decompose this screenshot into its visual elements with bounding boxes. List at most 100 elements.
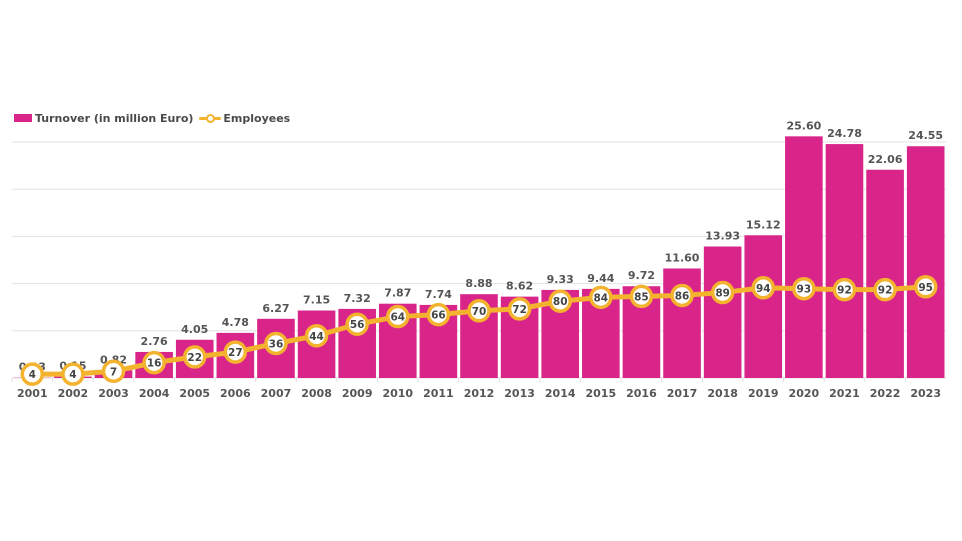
- employees-point: [710, 280, 735, 305]
- employees-value-label: 36: [269, 338, 284, 350]
- employees-value-label: 72: [512, 304, 527, 316]
- turnover-value-label: 8.62: [506, 280, 533, 293]
- turnover-value-label: 4.05: [181, 323, 208, 336]
- employees-value-label: 44: [309, 331, 324, 343]
- employees-value-label: 92: [837, 285, 852, 297]
- x-tick-label: 2002: [58, 387, 89, 400]
- employees-point: [751, 276, 776, 300]
- turnover-value-label: 22.06: [868, 153, 903, 166]
- employees-point: [507, 297, 532, 321]
- employees-point: [386, 304, 410, 329]
- legend-label-turnover: Turnover (in million Euro): [35, 111, 194, 125]
- employees-point: [832, 277, 857, 302]
- x-tick-label: 2012: [464, 387, 495, 400]
- employees-value-label: 89: [715, 288, 730, 300]
- turnover-value-label: 9.33: [547, 273, 574, 286]
- turnover-value-label: 15.12: [746, 218, 781, 231]
- employees-value-label: 16: [147, 358, 162, 370]
- employees-point: [913, 275, 938, 299]
- turnover-value-label: 4.78: [222, 316, 249, 329]
- turnover-value-label: 25.60: [786, 119, 821, 132]
- legend-item-employees[interactable]: Employees: [199, 112, 290, 125]
- employees-value-label: 64: [390, 312, 405, 324]
- x-tick-label: 2015: [586, 387, 617, 400]
- employees-point: [142, 350, 166, 375]
- turnover-value-label: 11.60: [665, 251, 700, 264]
- legend-swatch-employees: [199, 113, 222, 123]
- employees-value-label: 93: [797, 284, 812, 296]
- employees-point: [792, 276, 816, 301]
- legend-swatch-turnover: [14, 114, 32, 122]
- employees-value-label: 4: [69, 369, 76, 381]
- employees-value-label: 86: [675, 290, 690, 302]
- turnover-bar: [906, 146, 945, 378]
- x-tick-label: 2013: [504, 387, 535, 400]
- x-tick-label: 2008: [301, 387, 332, 400]
- turnover-value-label: 24.78: [827, 127, 862, 140]
- x-tick-label: 2023: [910, 387, 941, 400]
- legend-label-employees: Employees: [223, 111, 291, 125]
- employees-point: [629, 284, 654, 309]
- x-tick-label: 2010: [382, 387, 413, 400]
- employees-point: [182, 345, 207, 369]
- x-tick-label: 2001: [17, 387, 48, 400]
- employees-value-label: 7: [110, 366, 117, 378]
- turnover-value-label: 7.32: [344, 292, 371, 305]
- turnover-value-label: 8.88: [465, 277, 492, 290]
- turnover-value-label: 7.15: [303, 294, 330, 307]
- employees-point: [345, 312, 369, 336]
- x-tick-label: 2017: [667, 387, 698, 400]
- employees-point: [589, 285, 613, 310]
- employees-value-label: 92: [878, 285, 893, 297]
- employees-point: [264, 331, 288, 356]
- employees-point: [426, 302, 451, 327]
- turnover-bar: [744, 235, 783, 378]
- legend-item-turnover[interactable]: Turnover (in million Euro): [14, 112, 193, 125]
- employees-value-label: 27: [228, 347, 243, 359]
- employees-value-label: 85: [634, 291, 649, 303]
- x-tick-label: 2016: [626, 387, 657, 400]
- employees-value-label: 66: [431, 310, 446, 322]
- employees-value-label: 95: [918, 282, 933, 294]
- employees-value-label: 70: [472, 306, 487, 318]
- x-tick-label: 2005: [179, 387, 210, 400]
- turnover-bar: [866, 169, 904, 378]
- employees-value-label: 80: [553, 296, 568, 308]
- employees-point: [20, 362, 45, 386]
- turnover-value-label: 9.44: [587, 272, 614, 285]
- employees-point: [548, 289, 572, 313]
- x-tick-label: 2019: [748, 387, 779, 400]
- employees-point: [61, 362, 85, 386]
- employees-point: [304, 324, 329, 348]
- x-tick-label: 2004: [139, 387, 170, 400]
- turnover-value-label: 7.74: [425, 288, 452, 301]
- x-axis: 2001 2002 2003 2004 2005 2006 2007 2008 2009 2010…: [11, 378, 941, 400]
- turnover-value-label: 9.72: [628, 269, 655, 282]
- turnover-value-label: 13.93: [705, 230, 740, 243]
- x-tick-label: 2018: [707, 387, 738, 400]
- employees-point: [873, 277, 897, 302]
- x-tick-label: 2014: [545, 387, 576, 400]
- x-tick-label: 2022: [870, 387, 901, 400]
- x-tick-label: 2011: [423, 387, 454, 400]
- employees-point: [223, 340, 248, 364]
- x-tick-label: 2009: [342, 387, 373, 400]
- employees-value-label: 22: [187, 352, 202, 364]
- legend: Turnover (in million Euro) Employees: [14, 110, 296, 126]
- employees-value-label: 56: [350, 319, 365, 331]
- employees-point: [670, 283, 694, 308]
- turnover-bar: [825, 144, 864, 378]
- employees-value-label: 84: [594, 292, 609, 304]
- turnover-bar: [785, 136, 823, 378]
- employees-point: [467, 299, 491, 323]
- x-tick-label: 2020: [789, 387, 820, 400]
- x-tick-label: 2003: [98, 387, 129, 400]
- employees-value-label: 94: [756, 283, 771, 295]
- x-tick-label: 2007: [261, 387, 292, 400]
- turnover-value-label: 24.55: [908, 129, 943, 142]
- turnover-value-label: 6.27: [262, 302, 289, 315]
- employees-point: [101, 359, 126, 384]
- turnover-value-label: 7.87: [384, 287, 411, 300]
